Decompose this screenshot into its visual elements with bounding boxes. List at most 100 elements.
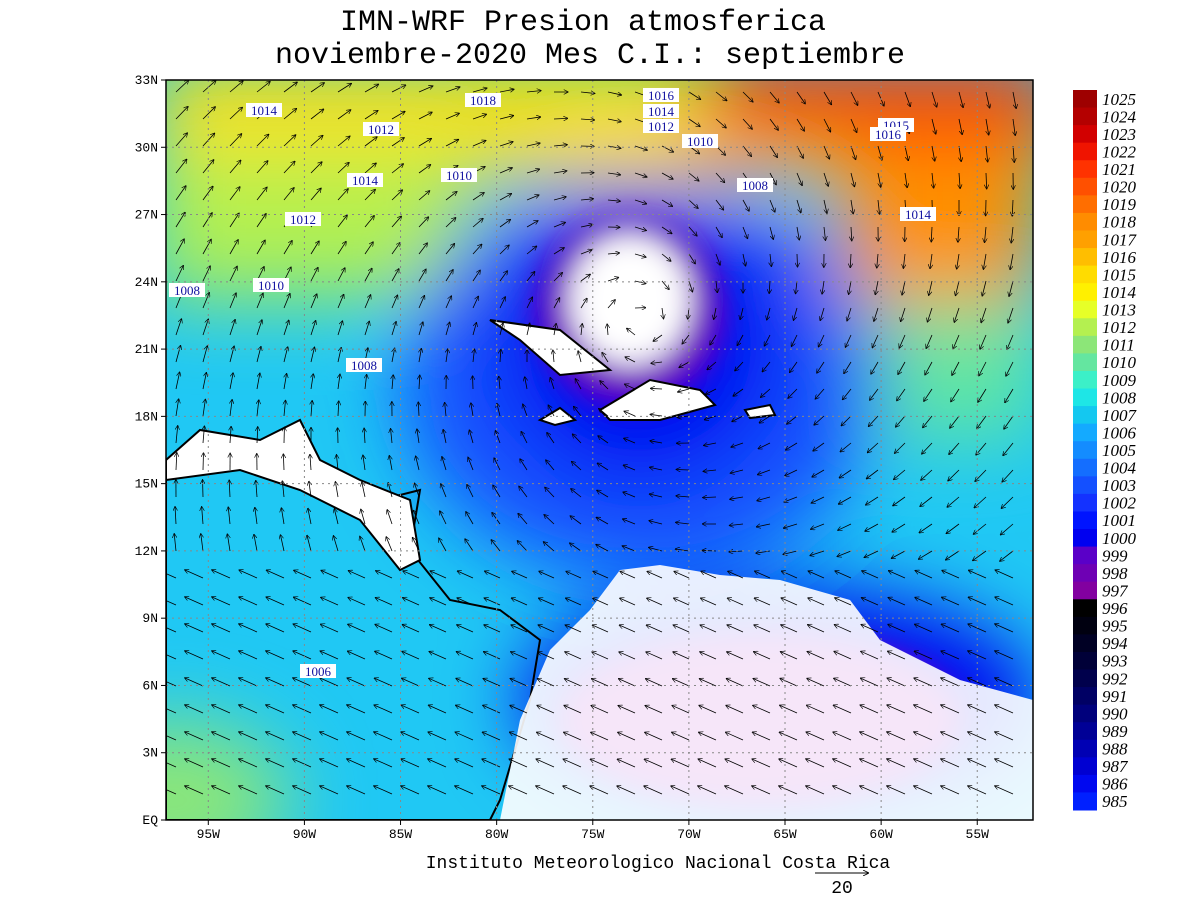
wind-arrow [715,172,724,182]
wind-arrow [715,226,722,237]
wind-arrow [592,625,609,633]
colorbar-label: 1022 [1102,142,1137,161]
contour-label-box [300,664,336,678]
wind-arrow [897,388,906,401]
wind-arrow [839,496,852,504]
wind-arrow [995,759,1014,768]
colorbar-swatch [1073,581,1097,600]
wind-arrow [620,625,636,633]
wind-arrow [850,172,854,186]
colorbar-label: 1000 [1102,529,1137,548]
wind-arrow [715,199,723,210]
wind-arrow [1002,469,1014,482]
colorbar-swatch [1073,458,1097,477]
wind-arrow [307,536,312,552]
wind-arrow [847,307,852,321]
wind-arrow [781,598,798,606]
wind-arrow [861,678,879,687]
wind-arrow [607,200,620,201]
wind-arrow [877,253,878,268]
wind-arrow [715,118,726,128]
wind-arrow [310,268,318,282]
wind-arrow [310,136,323,147]
wind-arrow [968,651,987,660]
wind-arrow [347,705,366,714]
wind-arrow [959,145,961,161]
wind-arrow [175,399,179,417]
wind-arrow [647,625,663,633]
wind-arrow [185,597,204,606]
wind-arrow [602,353,609,363]
wind-arrow [779,786,798,795]
wind-arrow [536,759,555,768]
wind-arrow [229,134,241,147]
wind-arrow [796,91,805,104]
lon-axis: 95W 90W 85W 80W 75W 70W 65W 60W 55W [197,820,989,842]
wind-vectors [166,80,1016,795]
wind-arrow [497,404,501,417]
wind-arrow [817,361,825,373]
wind-arrow [591,706,609,714]
wind-arrow [166,681,177,687]
contour-label-box [737,178,773,192]
wind-arrow [402,625,420,633]
wind-arrow [806,786,825,795]
lat-label: 9N [142,611,158,626]
colorbar-swatch [1073,300,1097,319]
wind-arrow [726,705,744,714]
wind-arrow [673,652,690,660]
wind-arrow [455,732,474,741]
wind-arrow [783,550,798,554]
colorbar-label: 999 [1102,546,1128,565]
colorbar-label: 990 [1102,704,1128,723]
wind-arrow [428,732,447,741]
wind-arrow [509,759,528,768]
wind-arrow [688,118,700,126]
wind-arrow [893,496,906,506]
wind-arrow [230,400,232,417]
wind-arrow [915,624,933,633]
wind-arrow [869,415,879,426]
wind-arrow [185,624,204,633]
wind-arrow [814,415,825,425]
wind-arrow [266,624,285,633]
wind-arrow [391,112,405,120]
wind-arrow [472,297,478,309]
wind-arrow [834,705,852,714]
wind-arrow [922,442,933,454]
wind-arrow [374,732,393,741]
wind-arrow [266,759,285,768]
wind-arrow [796,118,804,131]
colorbar-swatch [1073,739,1097,758]
wind-arrow [661,145,673,152]
wind-arrow [968,624,987,633]
wind-arrow [1013,145,1014,162]
wind-arrow [418,165,430,174]
wind-arrow [995,651,1014,660]
wind-arrow [742,199,749,211]
wind-arrow [212,786,231,795]
colorbar-swatch [1073,230,1097,249]
wind-arrow [1006,361,1014,376]
wind-arrow [699,732,717,741]
wind-arrow [266,678,285,687]
wind-arrow [175,239,184,255]
wind-arrow [674,598,690,606]
wind-arrow [727,625,744,633]
wind-arrow [898,361,906,374]
wind-arrow [284,374,287,390]
wind-arrow [418,217,428,228]
wind-arrow [699,706,717,714]
wind-arrow [227,534,231,552]
contour-label: 1012 [648,119,674,134]
wind-arrow [364,190,375,201]
wind-arrow [483,679,501,687]
wind-arrow [919,550,933,559]
wind-arrow [337,268,345,282]
wind-arrow [472,244,482,255]
wind-arrow [553,145,567,146]
wind-arrow [573,434,582,444]
contour-label: 1016 [648,88,675,103]
wind-arrow [572,462,582,471]
wind-arrow [980,334,987,349]
